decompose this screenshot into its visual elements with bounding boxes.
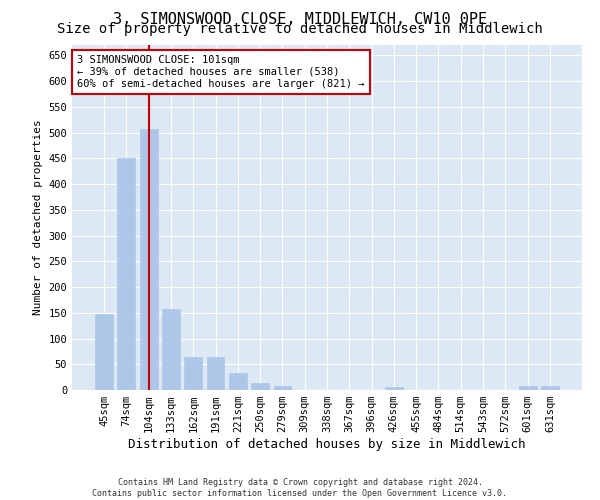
Bar — [385, 388, 403, 390]
Text: 3, SIMONSWOOD CLOSE, MIDDLEWICH, CW10 0PE: 3, SIMONSWOOD CLOSE, MIDDLEWICH, CW10 0P… — [113, 12, 487, 28]
Y-axis label: Number of detached properties: Number of detached properties — [33, 120, 43, 316]
Bar — [95, 314, 113, 390]
Text: Contains HM Land Registry data © Crown copyright and database right 2024.
Contai: Contains HM Land Registry data © Crown c… — [92, 478, 508, 498]
Bar — [140, 129, 158, 390]
Bar — [206, 356, 224, 390]
Bar — [229, 373, 247, 390]
Bar — [251, 383, 269, 390]
Text: 3 SIMONSWOOD CLOSE: 101sqm
← 39% of detached houses are smaller (538)
60% of sem: 3 SIMONSWOOD CLOSE: 101sqm ← 39% of deta… — [77, 56, 365, 88]
Bar — [184, 356, 202, 390]
Bar — [541, 386, 559, 390]
X-axis label: Distribution of detached houses by size in Middlewich: Distribution of detached houses by size … — [128, 438, 526, 451]
Text: Size of property relative to detached houses in Middlewich: Size of property relative to detached ho… — [57, 22, 543, 36]
Bar — [518, 386, 536, 390]
Bar — [118, 158, 136, 390]
Bar — [162, 308, 180, 390]
Bar — [274, 386, 292, 390]
